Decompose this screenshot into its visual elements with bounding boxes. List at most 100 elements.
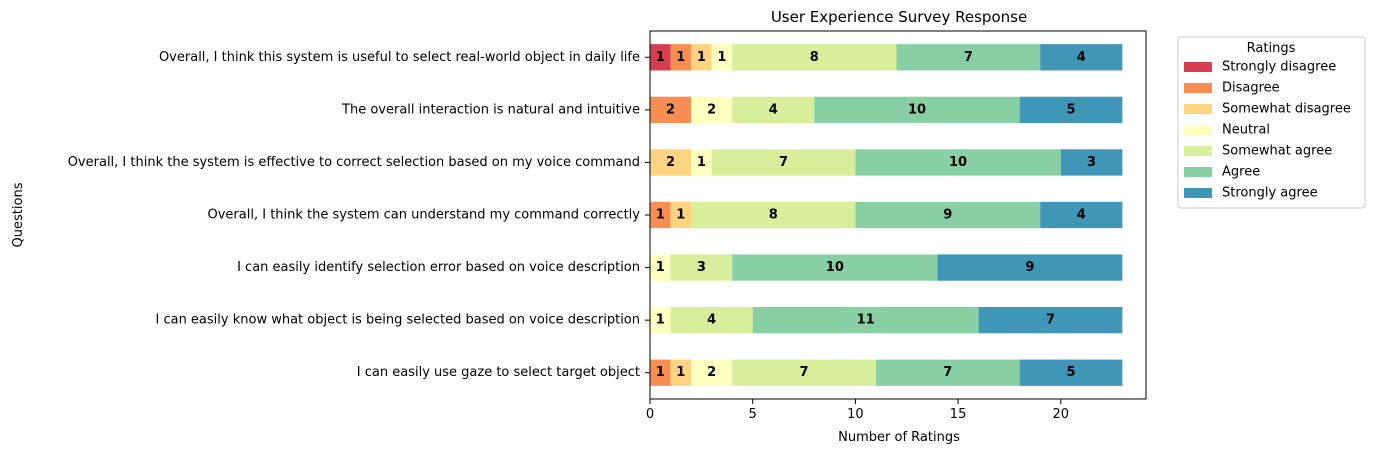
legend-swatch (1184, 167, 1212, 177)
bar-segment (650, 149, 692, 176)
bar-value-label: 1 (656, 260, 665, 275)
bar-value-label: 1 (676, 365, 685, 380)
y-tick-label: Overall, I think this system is useful t… (159, 50, 640, 65)
y-tick-label: The overall interaction is natural and i… (341, 102, 640, 117)
bar-value-label: 3 (1087, 155, 1096, 170)
bar-segment (1040, 44, 1123, 71)
bar-value-label: 5 (1067, 365, 1076, 380)
legend-title: Ratings (1247, 41, 1296, 56)
y-tick-label: Overall, I think the system is effective… (68, 155, 640, 170)
bar-segment (752, 307, 979, 334)
legend-swatch (1184, 188, 1212, 198)
bar-value-label: 2 (666, 155, 675, 170)
bar-segment (650, 201, 671, 229)
bar-segment (670, 359, 692, 386)
legend-swatch (1184, 125, 1212, 135)
bar-segment (650, 96, 692, 123)
bar-value-label: 2 (707, 365, 716, 380)
bar-segment (855, 149, 1061, 176)
bar-value-label: 7 (800, 365, 809, 380)
y-axis: Overall, I think this system is useful t… (68, 50, 650, 380)
chart-title: User Experience Survey Response (771, 8, 1027, 26)
bar-value-label: 10 (908, 102, 926, 117)
legend-frame (1177, 36, 1366, 209)
bar-segment (670, 44, 692, 71)
bar-value-label: 4 (1077, 50, 1086, 65)
bar-segment (691, 201, 856, 229)
bar-segment (670, 307, 753, 334)
bar-segment (732, 254, 938, 281)
bar-value-label: 1 (656, 365, 665, 380)
y-axis-title: Questions (11, 182, 26, 247)
legend-label: Strongly disagree (1222, 60, 1336, 75)
legend-label: Somewhat agree (1222, 144, 1332, 159)
y-tick-label: I can easily identify selection error ba… (237, 260, 640, 275)
bar-segment (875, 359, 1020, 386)
bar-value-label: 4 (1077, 208, 1086, 223)
bar-value-label: 3 (697, 260, 706, 275)
bar-value-label: 8 (810, 50, 819, 65)
legend-swatch (1184, 83, 1212, 93)
bar-value-label: 7 (1046, 313, 1055, 328)
legend: Ratings Strongly disagree Disagree Somewha… (1177, 36, 1366, 209)
legend-swatch (1184, 104, 1212, 114)
bar-segment (978, 307, 1123, 334)
x-axis: 0 5 10 15 20 (646, 399, 1069, 422)
bar-segment (650, 307, 671, 334)
bar-segment (650, 359, 671, 386)
bar-value-label: 1 (676, 50, 685, 65)
y-tick-label: I can easily use gaze to select target o… (357, 365, 640, 380)
bar-segment (670, 201, 692, 229)
bar-value-label: 10 (949, 155, 967, 170)
bar-segment (650, 44, 671, 71)
x-tick-label: 15 (950, 407, 967, 422)
bar-segment (711, 149, 856, 176)
bar-value-label: 2 (707, 102, 716, 117)
legend-swatch (1184, 146, 1212, 156)
bar-segment (1060, 149, 1123, 176)
bar-value-label: 1 (697, 50, 706, 65)
bar-value-label: 7 (943, 365, 952, 380)
bar-value-label: 1 (656, 313, 665, 328)
bar-value-label: 5 (1067, 102, 1076, 117)
bar-value-label: 10 (826, 260, 844, 275)
bar-segment (896, 44, 1041, 71)
bar-segment (670, 254, 733, 281)
bar-value-label: 7 (779, 155, 788, 170)
bar-value-label: 2 (666, 102, 675, 117)
bar-segment (691, 44, 712, 71)
plot-area: 1 1 1 1 8 7 42 2 4 10 52 1 7 10 31 1 8 9 41 3 10 91 4 11 71 1 2 7 7 5 (649, 30, 1147, 400)
bar-segment (1019, 96, 1123, 123)
bar-segment (691, 149, 712, 176)
bar-value-label: 1 (656, 50, 665, 65)
x-axis-title: Number of Ratings (838, 430, 960, 445)
bar-value-label: 4 (707, 313, 716, 328)
legend-swatch (1184, 62, 1212, 72)
legend-label: Agree (1222, 165, 1260, 180)
x-tick-label: 20 (1052, 407, 1069, 422)
legend-label: Somewhat disagree (1222, 102, 1351, 117)
bar-value-label: 7 (964, 50, 973, 65)
bar-value-label: 1 (697, 155, 706, 170)
bar-segment (711, 44, 733, 71)
bar-value-label: 11 (857, 313, 875, 328)
y-tick-label: I can easily know what object is being s… (155, 313, 640, 328)
legend-label: Neutral (1222, 123, 1270, 138)
bar-segment (732, 359, 876, 386)
legend-label: Strongly agree (1222, 186, 1318, 201)
y-tick-label: Overall, I think the system can understa… (208, 208, 641, 223)
bar-value-label: 1 (656, 208, 665, 223)
bar-segment (855, 201, 1041, 229)
legend-label: Disagree (1222, 81, 1280, 96)
bar-value-label: 8 (769, 208, 778, 223)
bar-value-label: 1 (676, 208, 685, 223)
bar-segment (691, 359, 733, 386)
bar-segment (732, 96, 815, 123)
bar-value-label: 1 (717, 50, 726, 65)
x-tick-label: 0 (646, 407, 654, 422)
bar-segment (691, 96, 733, 123)
bar-segment (732, 44, 897, 71)
bar-segment (814, 96, 1020, 123)
bar-segment (650, 254, 671, 281)
